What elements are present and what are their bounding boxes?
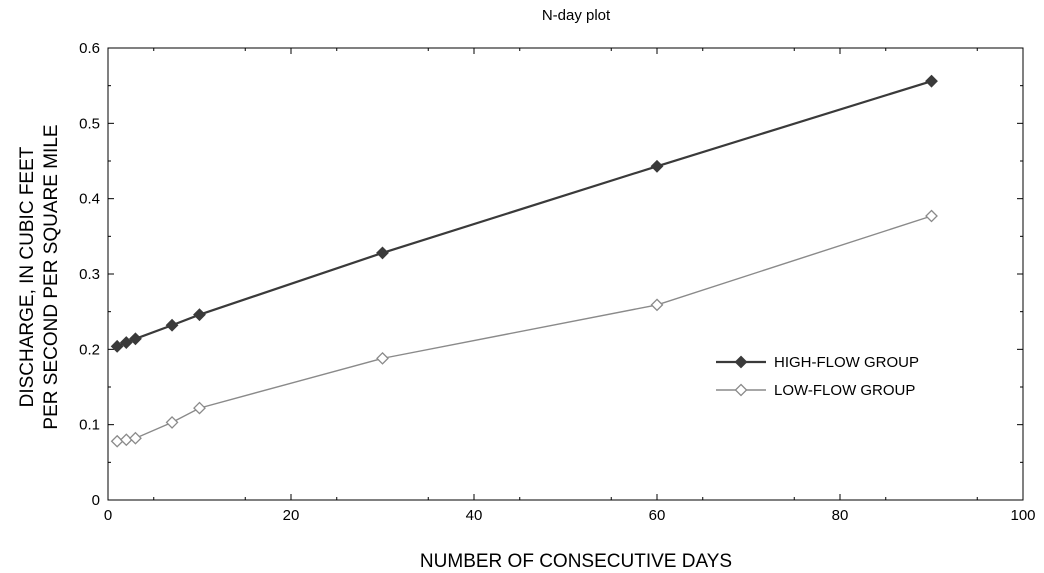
- plot-frame: [107, 47, 1024, 501]
- data-point: [165, 415, 179, 429]
- y-axis-title-line-2: PER SECOND PER SQUARE MILE: [41, 124, 62, 429]
- data-point: [376, 351, 389, 365]
- series-layer: [110, 74, 938, 448]
- y-tick-label: 0.4: [79, 191, 100, 208]
- x-tick-label: 60: [649, 507, 666, 524]
- y-axis: 0 0.1 0.2 0.3 0.4 0.5 0.6: [79, 40, 1023, 509]
- y-tick-label: 0.6: [79, 40, 100, 57]
- data-point: [193, 401, 206, 415]
- y-tick-label: 0: [92, 492, 100, 509]
- series-line: [117, 215, 932, 442]
- legend-item: HIGH-FLOW GROUP: [716, 354, 919, 371]
- x-axis: 0 20 40 60 80 100: [104, 48, 1036, 524]
- data-point: [650, 298, 664, 312]
- data-point: [165, 318, 179, 332]
- x-axis-title: NUMBER OF CONSECUTIVE DAYS: [420, 551, 732, 572]
- legend-swatch-marker: [734, 383, 748, 397]
- series-low-flow: [110, 209, 938, 448]
- y-tick-label: 0.3: [79, 266, 100, 283]
- y-tick-label: 0.1: [79, 417, 100, 434]
- data-point: [129, 431, 142, 445]
- x-tick-label: 40: [466, 507, 483, 524]
- data-point: [110, 339, 124, 353]
- y-tick-label: 0.2: [79, 341, 100, 358]
- data-point: [925, 74, 938, 88]
- y-axis-title: DISCHARGE, IN CUBIC FEET PER SECOND PER …: [17, 124, 62, 429]
- data-point: [110, 434, 124, 448]
- x-tick-label: 0: [104, 507, 112, 524]
- y-axis-title-line-1: DISCHARGE, IN CUBIC FEET: [17, 146, 38, 407]
- legend-item: LOW-FLOW GROUP: [716, 382, 915, 399]
- data-point: [129, 332, 142, 346]
- x-tick-label: 100: [1010, 507, 1035, 524]
- data-point: [650, 159, 664, 173]
- series-line: [116, 80, 932, 348]
- legend-swatch-marker: [734, 355, 748, 369]
- legend-label: LOW-FLOW GROUP: [774, 382, 915, 399]
- data-point: [119, 336, 133, 349]
- data-point: [119, 433, 133, 447]
- data-point: [376, 246, 389, 260]
- legend-label: HIGH-FLOW GROUP: [774, 354, 919, 371]
- data-point: [925, 209, 938, 223]
- legend: HIGH-FLOW GROUP LOW-FLOW GROUP: [716, 354, 919, 399]
- x-tick-label: 80: [832, 507, 849, 524]
- x-tick-label: 20: [283, 507, 300, 524]
- chart-title: N-day plot: [542, 7, 611, 24]
- data-point: [193, 308, 206, 322]
- series-high-flow: [110, 74, 938, 353]
- y-tick-label: 0.5: [79, 115, 100, 132]
